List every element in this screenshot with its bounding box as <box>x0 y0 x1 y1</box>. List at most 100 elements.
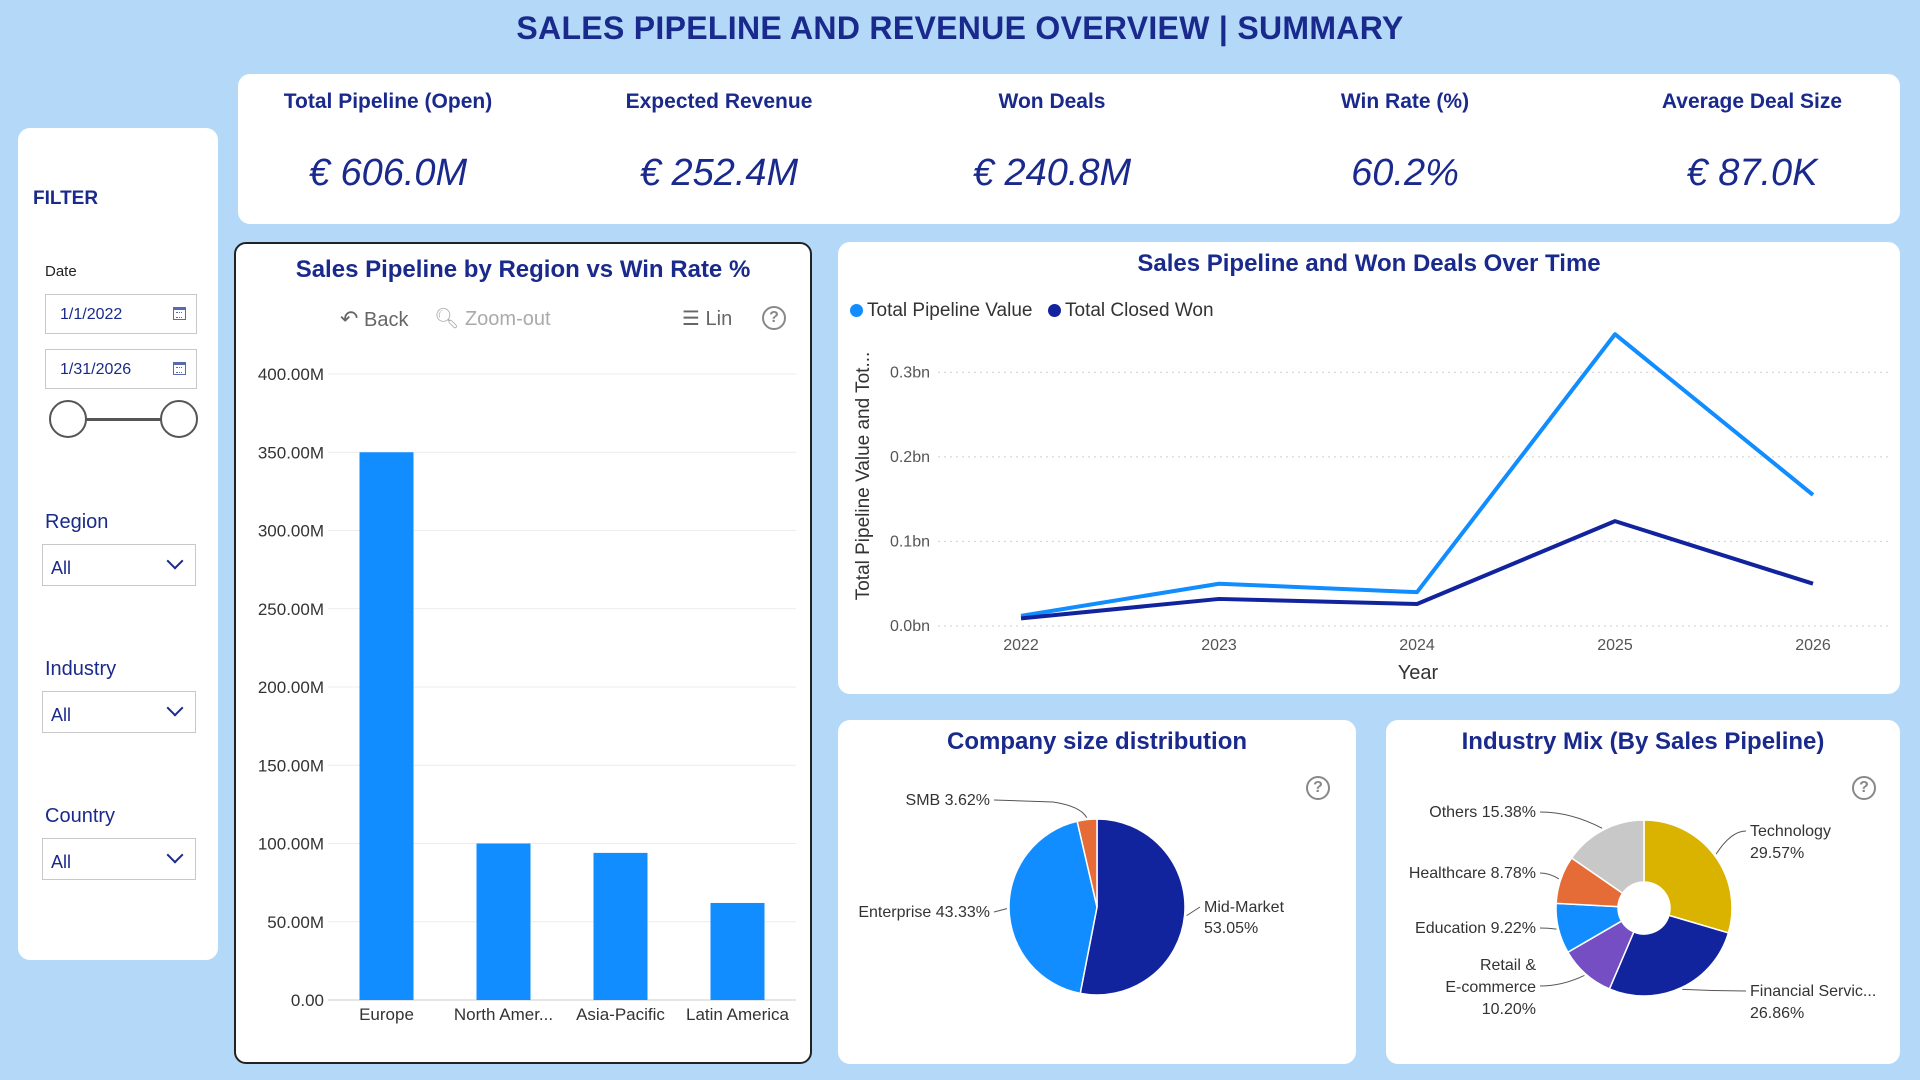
filter-panel: FILTER Date 1/1/2022 1/31/2026 Region Al… <box>18 128 218 960</box>
date-end-input[interactable]: 1/31/2026 <box>45 349 197 389</box>
date-start-input[interactable]: 1/1/2022 <box>45 294 197 334</box>
back-arrow-icon: ↶ <box>340 306 359 331</box>
data-label: Retail & <box>1480 957 1536 974</box>
y-tick-label: 350.00M <box>258 443 324 462</box>
industry-label: Industry <box>45 658 117 680</box>
donut-slice <box>1643 819 1733 934</box>
legend-dot <box>850 304 863 317</box>
pie-slice <box>1076 818 1098 908</box>
legend-label: Total Pipeline Value <box>867 300 1033 321</box>
magnifier-icon: 🔍︎ <box>434 308 460 330</box>
data-label: Education 9.22% <box>1415 920 1536 937</box>
company-size-pie-card: Company size distribution ? Mid-Market 53… <box>838 720 1356 1064</box>
zoom-out-label: Zoom-out <box>464 308 551 330</box>
bar-chart-title: Sales Pipeline by Region vs Win Rate % <box>295 256 751 283</box>
help-icon[interactable]: ? <box>762 306 786 330</box>
x-tick-label: 2024 <box>1399 637 1435 654</box>
kpi-card: Total Pipeline (Open) € 606.0M Expected … <box>238 74 1900 224</box>
bar <box>593 852 648 1000</box>
country-value: All <box>51 852 72 872</box>
y-tick-label: 0.00 <box>291 991 324 1010</box>
kpi-value: € 606.0M <box>308 152 468 194</box>
industry-mix-pie-card: Industry Mix (By Sales Pipeline) ? Techn… <box>1386 720 1900 1064</box>
line-chart-plot: 0.0bn 0.1bn 0.2bn 0.3bn 2022 2023 2024 2025 2026… <box>853 332 1888 684</box>
chevron-down-icon <box>166 846 184 864</box>
calendar-icon[interactable] <box>173 307 186 320</box>
y-tick-label: 150.00M <box>258 756 324 775</box>
y-tick-label: 300.00M <box>258 522 324 541</box>
leader-line <box>1539 811 1603 829</box>
x-tick-label: Latin America <box>686 1005 790 1024</box>
lin-label: Lin <box>705 308 733 330</box>
chevron-down-icon <box>166 552 184 570</box>
back-label: Back <box>364 309 409 331</box>
legend-item-pipeline[interactable]: Total Pipeline Value <box>850 300 1032 322</box>
data-label: 26.86% <box>1750 1005 1804 1022</box>
industry-dropdown[interactable]: All <box>42 691 196 733</box>
help-icon[interactable]: ? <box>1306 776 1330 800</box>
y-tick-label: 250.00M <box>258 600 324 619</box>
date-start-value: 1/1/2022 <box>60 306 123 323</box>
bar <box>710 902 765 1000</box>
x-tick-label: Europe <box>359 1005 414 1024</box>
chevron-down-icon <box>166 699 184 717</box>
data-label: Financial Servic... <box>1750 983 1876 1000</box>
date-slider-start-handle[interactable] <box>49 400 87 438</box>
kpi-value: € 252.4M <box>639 152 799 194</box>
kpi-value: € 87.0K <box>1686 152 1818 194</box>
bar <box>476 843 531 1000</box>
x-tick-label: 2023 <box>1201 637 1237 654</box>
date-label: Date <box>45 263 77 280</box>
leader-line <box>1682 988 1747 992</box>
y-tick-label: 50.00M <box>267 913 324 932</box>
data-label: 29.57% <box>1750 845 1804 862</box>
pie-slice <box>1079 818 1186 996</box>
list-icon: ☰ <box>682 308 700 330</box>
legend-label: Total Closed Won <box>1065 300 1214 321</box>
region-label: Region <box>45 511 109 533</box>
pie2-title: Industry Mix (By Sales Pipeline) <box>1461 728 1825 755</box>
date-slider-end-handle[interactable] <box>160 400 198 438</box>
y-tick-label: 0.3bn <box>890 364 930 381</box>
data-label: Mid-Market <box>1204 899 1285 916</box>
pie2-plot: Technology 29.57% Financial Servic... 26.86… <box>1409 804 1876 1022</box>
date-slider-track[interactable] <box>70 418 180 421</box>
back-button[interactable]: ↶ Back <box>340 306 408 332</box>
kpi-value: € 240.8M <box>972 152 1132 194</box>
leader-line <box>993 799 1088 818</box>
kpi-label: Total Pipeline (Open) <box>283 90 493 113</box>
bar-chart-card: Sales Pipeline by Region vs Win Rate % ↶… <box>234 242 812 1064</box>
page-title: SALES PIPELINE AND REVENUE OVERVIEW | SU… <box>516 10 1404 46</box>
calendar-icon[interactable] <box>173 362 186 375</box>
country-label: Country <box>45 805 116 827</box>
zoom-out-button[interactable]: 🔍︎ Zoom-out <box>434 306 551 331</box>
region-value: All <box>51 558 72 578</box>
date-end-value: 1/31/2026 <box>60 361 132 378</box>
data-label: Healthcare 8.78% <box>1409 865 1536 882</box>
filter-heading: FILTER <box>33 188 99 209</box>
help-icon[interactable]: ? <box>1852 776 1876 800</box>
leader-line <box>1539 872 1560 880</box>
kpi-label: Expected Revenue <box>625 90 813 113</box>
x-axis-title: Year <box>1398 662 1439 684</box>
data-label: E-commerce <box>1445 979 1536 996</box>
y-tick-label: 400.00M <box>258 365 324 384</box>
series-line <box>1020 519 1814 621</box>
series-line <box>1020 332 1815 618</box>
kpi-label: Win Rate (%) <box>1340 90 1470 113</box>
lin-button[interactable]: ☰ Lin <box>682 306 732 331</box>
y-tick-label: 0.2bn <box>890 449 930 466</box>
legend-dot <box>1048 304 1061 317</box>
kpi-label: Won Deals <box>998 90 1106 113</box>
country-dropdown[interactable]: All <box>42 838 196 880</box>
leader-line <box>1715 830 1747 855</box>
x-tick-label: 2025 <box>1597 637 1633 654</box>
x-tick-label: 2022 <box>1003 637 1039 654</box>
leader-line <box>1186 906 1201 917</box>
bar-chart-plot: 0.00 50.00M 100.00M 150.00M 200.00M 250.00M 30… <box>258 365 796 1024</box>
data-label: 10.20% <box>1482 1001 1536 1018</box>
region-dropdown[interactable]: All <box>42 544 196 586</box>
x-tick-label: 2026 <box>1795 637 1831 654</box>
legend-item-closed-won[interactable]: Total Closed Won <box>1048 300 1214 322</box>
x-tick-label: Asia-Pacific <box>576 1005 665 1024</box>
